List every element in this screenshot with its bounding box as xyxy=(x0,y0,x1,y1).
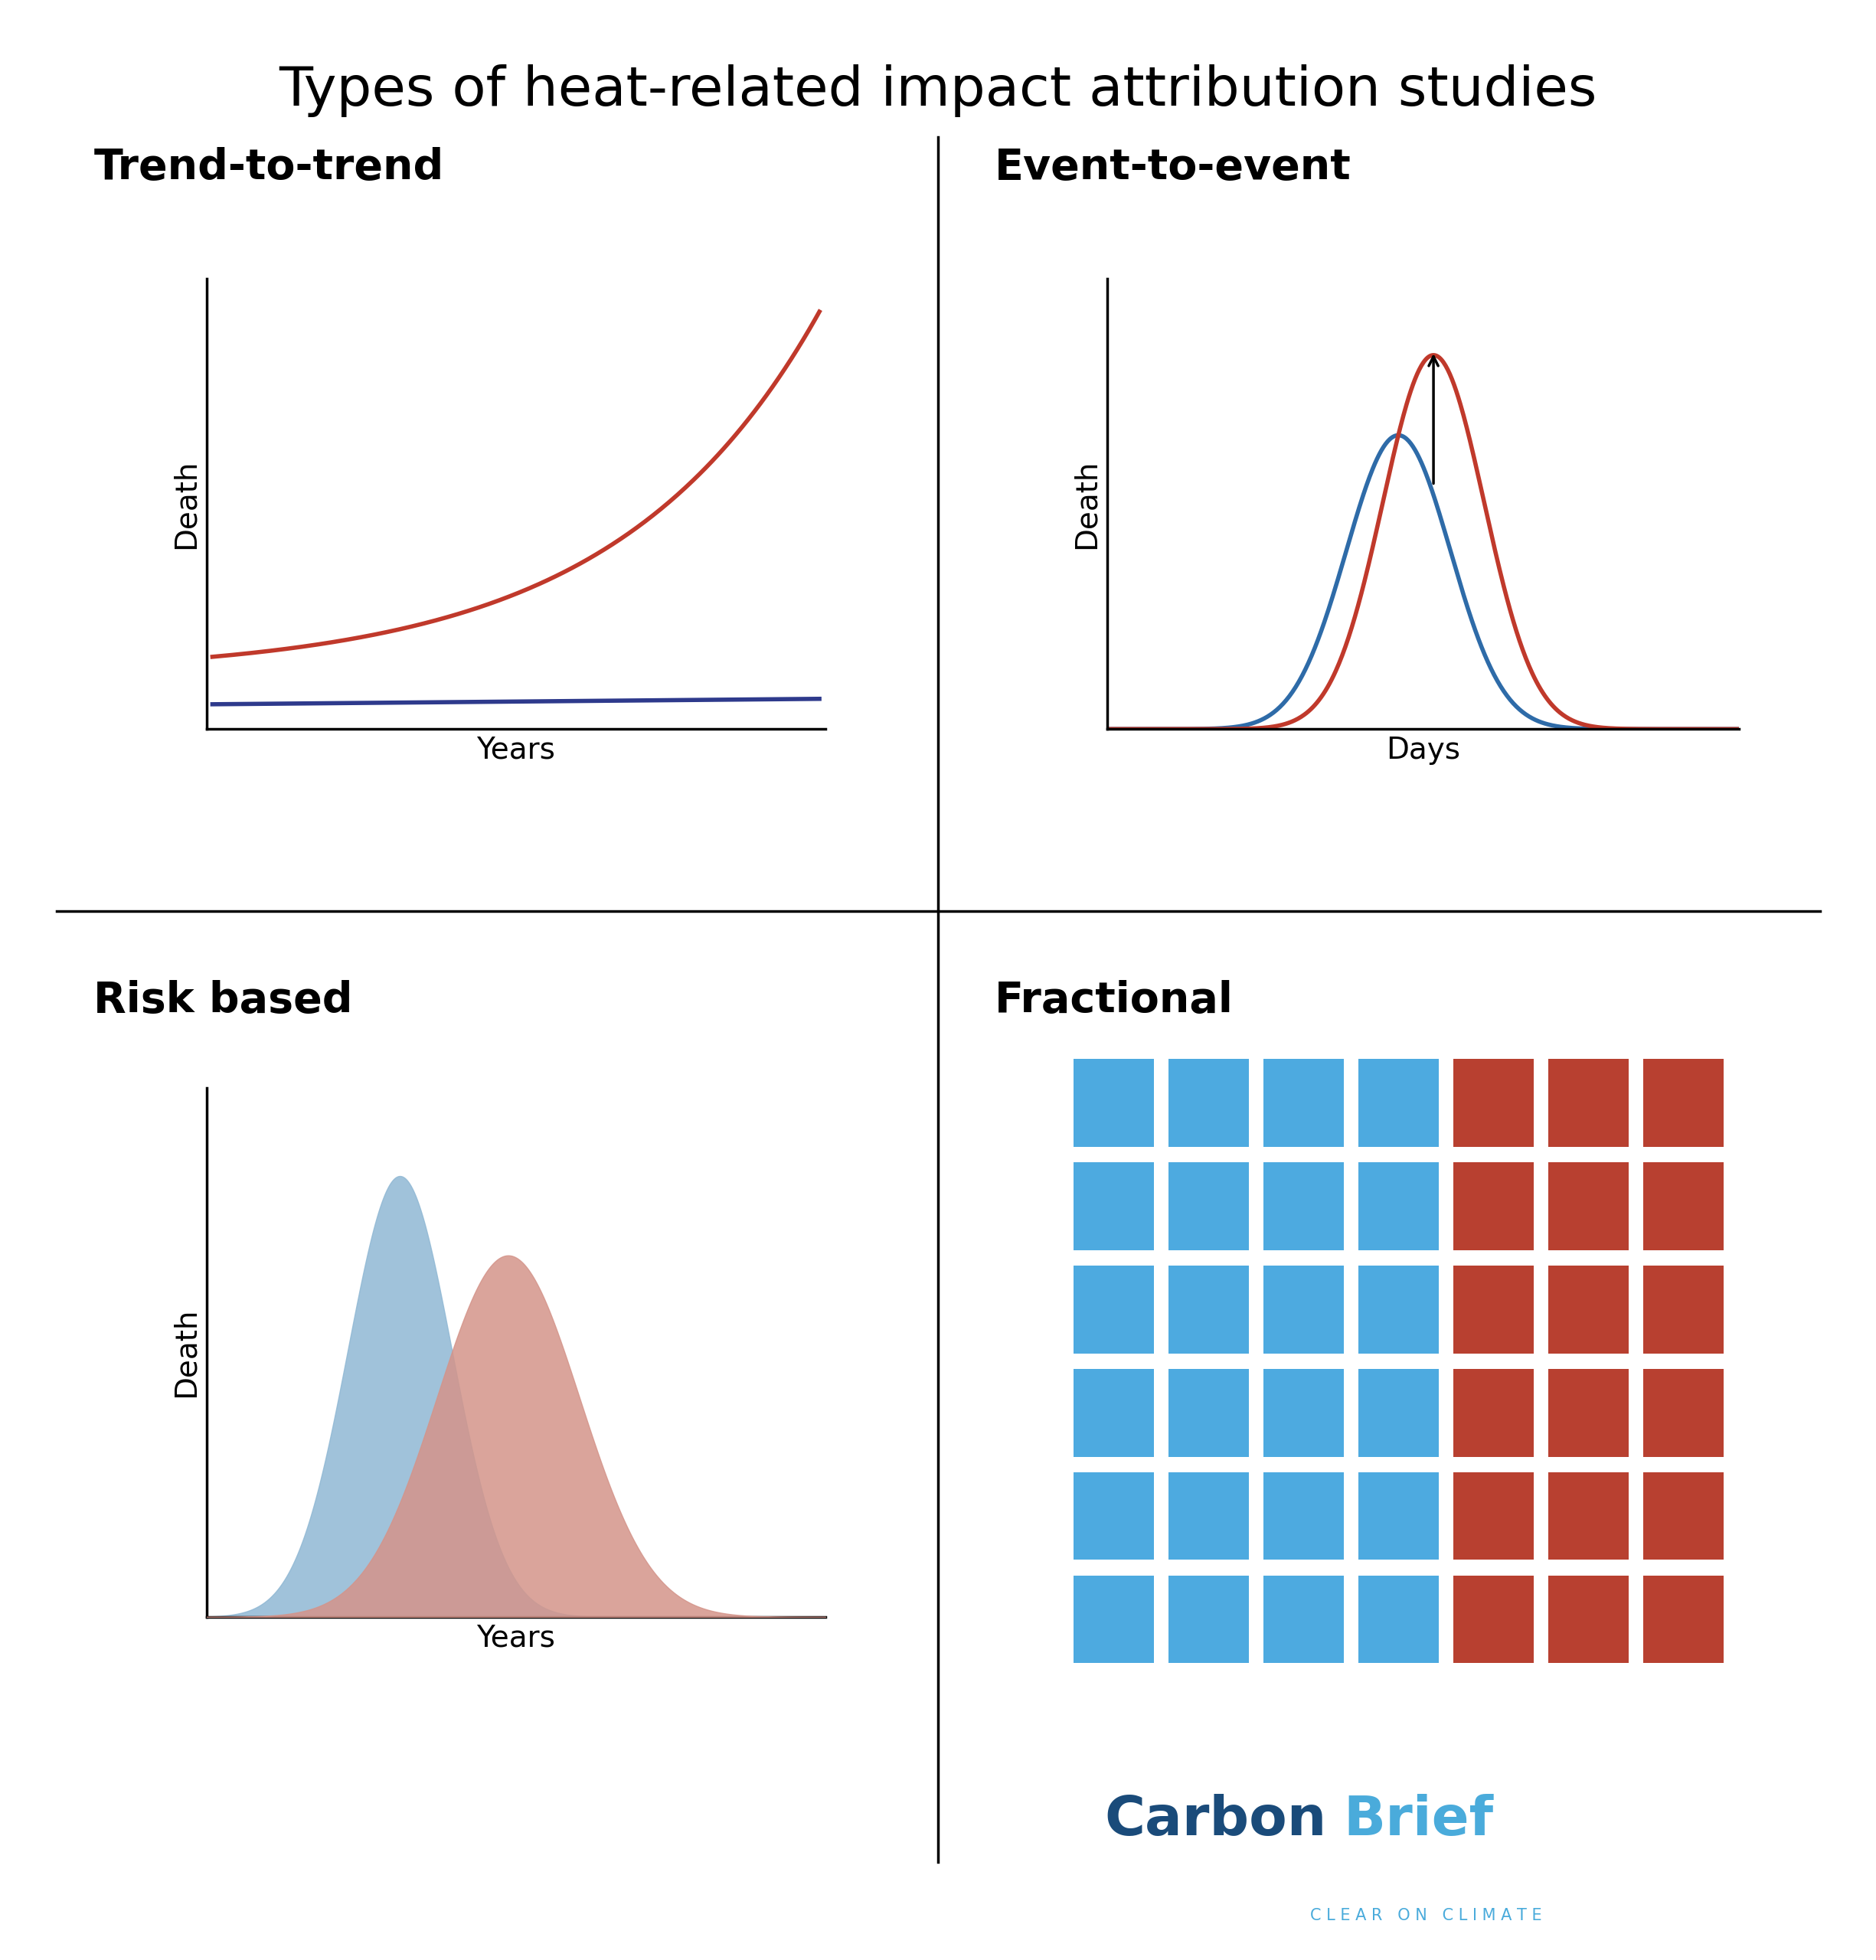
Bar xyxy=(1643,1266,1724,1352)
Bar xyxy=(1643,1472,1724,1560)
Bar xyxy=(1643,1576,1724,1664)
Bar xyxy=(1358,1162,1439,1250)
X-axis label: Years: Years xyxy=(477,1623,555,1652)
Bar xyxy=(1073,1576,1154,1664)
Bar xyxy=(1073,1058,1154,1147)
Bar xyxy=(1548,1266,1628,1352)
Bar xyxy=(1169,1058,1249,1147)
Y-axis label: Death: Death xyxy=(1071,459,1101,549)
Bar xyxy=(1263,1266,1343,1352)
Bar xyxy=(1548,1472,1628,1560)
Bar xyxy=(1169,1266,1249,1352)
X-axis label: Days: Days xyxy=(1386,735,1460,764)
Bar xyxy=(1263,1370,1343,1456)
Text: Brief: Brief xyxy=(1343,1793,1493,1846)
Bar xyxy=(1358,1576,1439,1664)
Bar xyxy=(1263,1472,1343,1560)
Bar xyxy=(1169,1576,1249,1664)
Bar xyxy=(1643,1162,1724,1250)
Bar xyxy=(1454,1576,1535,1664)
Bar xyxy=(1643,1058,1724,1147)
Bar xyxy=(1454,1370,1535,1456)
Bar xyxy=(1073,1162,1154,1250)
Bar xyxy=(1358,1266,1439,1352)
Text: Carbon: Carbon xyxy=(1105,1793,1326,1846)
Bar xyxy=(1454,1058,1535,1147)
Y-axis label: Death: Death xyxy=(171,459,201,549)
Bar xyxy=(1169,1472,1249,1560)
Bar xyxy=(1073,1472,1154,1560)
Bar xyxy=(1358,1370,1439,1456)
Bar xyxy=(1169,1162,1249,1250)
Bar xyxy=(1548,1058,1628,1147)
Bar xyxy=(1358,1472,1439,1560)
Bar xyxy=(1454,1266,1535,1352)
Text: Types of heat-related impact attribution studies: Types of heat-related impact attribution… xyxy=(280,65,1596,118)
Bar xyxy=(1073,1266,1154,1352)
Bar xyxy=(1169,1370,1249,1456)
Bar xyxy=(1548,1370,1628,1456)
Bar xyxy=(1263,1162,1343,1250)
Bar xyxy=(1454,1472,1535,1560)
Text: Trend-to-trend: Trend-to-trend xyxy=(94,147,445,188)
Bar xyxy=(1454,1162,1535,1250)
Bar xyxy=(1643,1370,1724,1456)
Bar xyxy=(1263,1576,1343,1664)
Bar xyxy=(1263,1058,1343,1147)
Bar xyxy=(1358,1058,1439,1147)
Bar xyxy=(1548,1576,1628,1664)
X-axis label: Years: Years xyxy=(477,735,555,764)
Text: C L E A R   O N   C L I M A T E: C L E A R O N C L I M A T E xyxy=(1309,1907,1542,1923)
Text: Risk based: Risk based xyxy=(94,980,353,1021)
Text: Fractional: Fractional xyxy=(994,980,1233,1021)
Bar xyxy=(1548,1162,1628,1250)
Text: Event-to-event: Event-to-event xyxy=(994,147,1351,188)
Bar xyxy=(1073,1370,1154,1456)
Y-axis label: Death: Death xyxy=(171,1307,201,1397)
